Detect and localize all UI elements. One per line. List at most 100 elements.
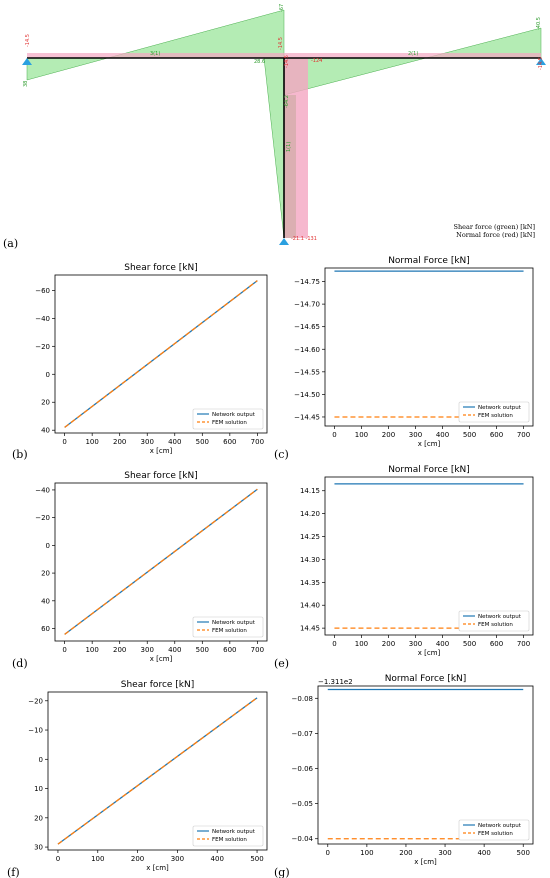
y-tick-label: −0.08 <box>292 695 313 703</box>
support-bottom-icon <box>279 238 289 245</box>
axis-offset-label: −1.311e2 <box>318 678 353 686</box>
y-tick-label: 14.25 <box>300 533 320 541</box>
x-tick-label: 0 <box>332 640 336 648</box>
series-line-fem-solution <box>64 488 258 635</box>
x-tick-label: 700 <box>517 431 530 439</box>
x-tick-label: 700 <box>251 438 264 446</box>
support-left-icon <box>22 58 32 65</box>
panel-label-b: (b) <box>12 448 28 461</box>
y-tick-label: −0.06 <box>292 765 314 773</box>
y-tick-label: 14.30 <box>300 556 320 564</box>
legend-entry: Network output <box>478 614 522 620</box>
panel-label-c: (c) <box>274 448 289 461</box>
diagram-label: -14.5 <box>278 37 284 50</box>
chart-title: Shear force [kN] <box>124 471 198 481</box>
y-tick-label: 0 <box>39 756 43 764</box>
x-tick-label: 400 <box>211 855 224 863</box>
y-tick-label: 14.40 <box>300 602 320 610</box>
x-tick-label: 400 <box>168 646 181 654</box>
diagram-label: -67 <box>279 4 285 12</box>
x-tick-label: 200 <box>113 646 126 654</box>
y-tick-label: 14.20 <box>300 510 320 518</box>
diagram-label: 2(1) <box>408 51 418 57</box>
x-tick-label: 500 <box>196 646 209 654</box>
x-tick-label: 400 <box>168 438 181 446</box>
panel-label-a: (a) <box>3 237 18 250</box>
legend-entry: Network output <box>212 829 256 835</box>
y-tick-label: 40 <box>41 597 50 605</box>
y-tick-label: −14.50 <box>294 391 320 399</box>
x-tick-label: 0 <box>56 855 60 863</box>
x-axis-label: x [cm] <box>150 655 173 663</box>
chart-title: Shear force [kN] <box>124 263 198 273</box>
x-tick-label: 600 <box>223 438 236 446</box>
diagram-label: -14.5 <box>25 34 31 47</box>
x-tick-label: 200 <box>131 855 144 863</box>
panel-label-d: (d) <box>12 657 28 670</box>
x-tick-label: 600 <box>490 431 503 439</box>
y-tick-label: −14.55 <box>294 368 320 376</box>
x-tick-label: 500 <box>463 431 476 439</box>
y-tick-label: 0 <box>46 542 50 550</box>
plot-frame <box>324 476 534 636</box>
y-tick-label: −0.05 <box>292 800 313 808</box>
x-tick-label: 200 <box>382 431 395 439</box>
y-tick-label: −0.07 <box>292 730 313 738</box>
legend-entry: FEM solution <box>212 837 247 843</box>
x-tick-label: 700 <box>517 640 530 648</box>
diagram-legend-normal: Normal force (red) [kN] <box>456 231 535 239</box>
support-right-icon <box>536 58 546 65</box>
force-diagram: -14.5 38 3(1) 28.6 -67 -14.5 -14.5 -124 … <box>22 4 546 245</box>
chart-title: Normal Force [kN] <box>385 674 467 684</box>
chart-f-shear: Shear force [kN]0 100 200 300 400 5003020100−… <box>28 680 268 872</box>
diagram-legend-shear: Shear force (green) [kN] <box>454 223 536 231</box>
diagram-label: 28.6 <box>254 59 265 65</box>
y-tick-label: −20 <box>28 697 43 705</box>
y-tick-label: 20 <box>34 814 43 822</box>
y-tick-label: −14.75 <box>294 278 320 286</box>
y-tick-label: 30 <box>34 844 43 852</box>
legend-box <box>192 616 264 638</box>
x-tick-label: 600 <box>223 646 236 654</box>
x-tick-label: 0 <box>62 646 66 654</box>
x-tick-label: 0 <box>332 431 336 439</box>
legend-box <box>192 825 264 847</box>
x-axis-label: x [cm] <box>414 858 437 866</box>
shear-area-right-beam <box>283 27 542 96</box>
x-tick-label: 0 <box>326 849 330 857</box>
y-tick-label: 20 <box>41 399 50 407</box>
y-tick-label: 20 <box>41 570 50 578</box>
y-tick-label: 10 <box>34 785 43 793</box>
x-axis-label: x [cm] <box>150 447 173 455</box>
diagram-label: 1(1) <box>286 142 292 152</box>
x-tick-label: 100 <box>85 646 98 654</box>
x-tick-label: 300 <box>409 640 422 648</box>
legend-entry: Network output <box>212 412 256 418</box>
panel-label-g: (g) <box>274 866 290 878</box>
legend-entry: FEM solution <box>212 420 247 426</box>
x-tick-label: 300 <box>409 431 422 439</box>
panel-label-e: (e) <box>274 657 289 670</box>
x-tick-label: 100 <box>91 855 104 863</box>
normal-force-area-left-beam <box>27 53 284 58</box>
x-tick-label: 700 <box>251 646 264 654</box>
legend-box <box>458 401 530 423</box>
x-tick-label: 600 <box>490 640 503 648</box>
x-tick-label: 100 <box>355 431 368 439</box>
chart-title: Normal Force [kN] <box>388 465 470 475</box>
x-tick-label: 300 <box>141 438 154 446</box>
y-tick-label: −60 <box>35 287 50 295</box>
normal-force-area-right-beam <box>284 53 541 58</box>
diagram-label: -64.2 <box>284 95 290 108</box>
x-tick-label: 500 <box>463 640 476 648</box>
plot-frame <box>47 691 268 851</box>
x-tick-label: 100 <box>355 640 368 648</box>
y-tick-label: −14.70 <box>294 301 320 309</box>
y-tick-label: −20 <box>35 514 50 522</box>
y-tick-label: −14.45 <box>294 413 320 421</box>
y-tick-label: 60 <box>41 625 50 633</box>
y-tick-label: −0.04 <box>292 835 314 843</box>
x-tick-label: 200 <box>113 438 126 446</box>
plot-frame <box>54 482 268 642</box>
x-tick-label: 100 <box>360 849 373 857</box>
